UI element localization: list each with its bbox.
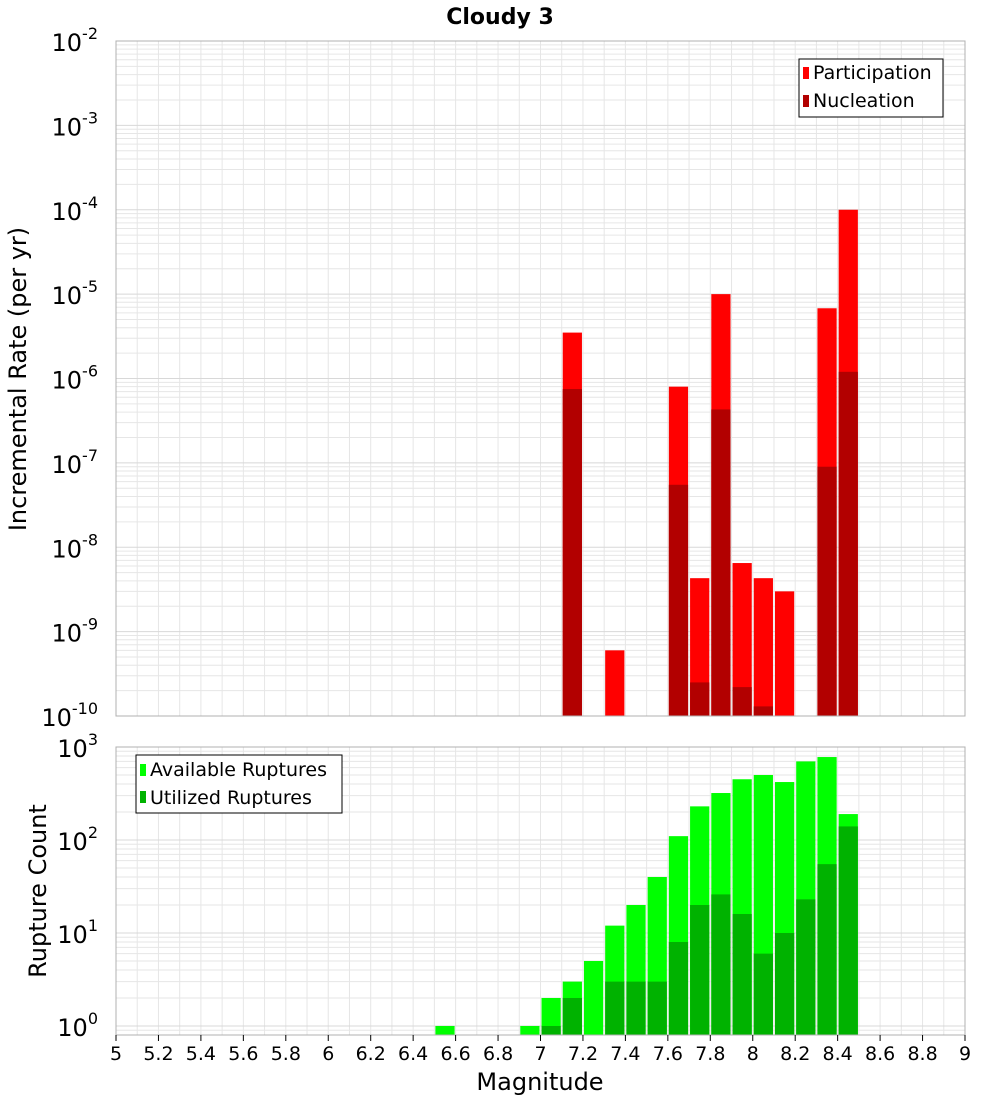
rate-a-bar bbox=[774, 591, 795, 716]
x-ticks: 5 5.2 5.4 5.6 5.8 6 6.2 6.4 6.6 6.8 7 7.2 7.4 7.6 7.8 8… bbox=[110, 1035, 971, 1065]
x-tick-label: 6 bbox=[322, 1043, 334, 1065]
count-a-bar bbox=[520, 1025, 540, 1035]
rate-b-bar bbox=[838, 371, 858, 716]
utilized-legend-label: Utilized Ruptures bbox=[150, 787, 312, 809]
bottom-y-axis-label: Rupture Count bbox=[24, 804, 52, 978]
count-b-bar bbox=[690, 904, 710, 1035]
count-b-bar bbox=[562, 997, 582, 1035]
bottom-legend-box bbox=[135, 754, 343, 814]
x-tick-label: 5.4 bbox=[186, 1043, 216, 1065]
count-b-bar bbox=[541, 1025, 561, 1035]
rate-b-bar bbox=[562, 389, 582, 716]
count-a-bar bbox=[583, 960, 604, 1035]
top-y-tick-label: 10-5 bbox=[52, 277, 99, 310]
rate-b-bar bbox=[817, 466, 837, 716]
count-b-bar bbox=[605, 981, 625, 1035]
top-y-tick-label: 10-8 bbox=[52, 530, 99, 563]
rate-b-bar bbox=[711, 409, 731, 716]
available-legend-label: Available Ruptures bbox=[150, 759, 327, 781]
count-b-bar bbox=[774, 932, 795, 1035]
x-tick-label: 8.8 bbox=[907, 1043, 937, 1065]
bottom-legend: Available Ruptures Utilized Ruptures bbox=[135, 754, 343, 814]
x-tick-label: 9 bbox=[959, 1043, 971, 1065]
top-grid bbox=[115, 40, 966, 717]
rate-a-bar bbox=[753, 578, 773, 716]
x-axis-label: Magnitude bbox=[476, 1068, 603, 1096]
x-tick-label: 5.8 bbox=[271, 1043, 301, 1065]
count-b-bar bbox=[732, 914, 752, 1035]
utilized-swatch bbox=[140, 791, 146, 803]
bottom-y-tick-label: 102 bbox=[57, 823, 98, 856]
x-tick-label: 7 bbox=[534, 1043, 546, 1065]
top-plot-border bbox=[115, 40, 966, 717]
x-tick-label: 8.4 bbox=[823, 1043, 853, 1065]
top-y-tick-label: 10-7 bbox=[52, 446, 99, 479]
bottom-y-ticks: 100 101 102 103 bbox=[57, 730, 98, 1042]
x-tick-label: 6.4 bbox=[398, 1043, 428, 1065]
x-tick-label: 8 bbox=[747, 1043, 759, 1065]
x-tick-label: 6.2 bbox=[356, 1043, 386, 1065]
top-y-tick-label: 10-3 bbox=[52, 108, 99, 141]
bottom-bars bbox=[435, 757, 858, 1035]
x-tick-label: 7.2 bbox=[568, 1043, 598, 1065]
participation-swatch bbox=[803, 67, 809, 79]
top-y-ticks: 10-10 10-9 10-8 10-7 10-6 10-5 10-4 10-3 10-2 bbox=[41, 24, 98, 732]
count-b-bar bbox=[647, 981, 667, 1035]
x-tick-label: 6.6 bbox=[440, 1043, 470, 1065]
x-tick-label: 5.6 bbox=[228, 1043, 258, 1065]
x-tick-label: 7.6 bbox=[653, 1043, 683, 1065]
count-a-bar bbox=[435, 1025, 455, 1035]
x-tick-label: 8.6 bbox=[865, 1043, 895, 1065]
x-tick-label: 5 bbox=[110, 1043, 122, 1065]
top-y-axis-label: Incremental Rate (per yr) bbox=[4, 227, 32, 531]
x-tick-label: 7.8 bbox=[695, 1043, 725, 1065]
count-b-bar bbox=[838, 826, 858, 1035]
count-b-bar bbox=[668, 942, 689, 1035]
count-b-bar bbox=[711, 894, 731, 1035]
count-a-bar bbox=[541, 997, 561, 1035]
bottom-y-tick-label: 103 bbox=[57, 730, 98, 763]
top-panel: 10-10 10-9 10-8 10-7 10-6 10-5 10-4 10-3 10-2 In… bbox=[4, 24, 966, 732]
bottom-y-tick-label: 100 bbox=[57, 1009, 98, 1042]
rate-b-bar bbox=[690, 682, 710, 716]
top-y-tick-label: 10-2 bbox=[52, 24, 99, 57]
x-tick-label: 7.4 bbox=[610, 1043, 640, 1065]
rate-a-bar bbox=[690, 578, 710, 716]
participation-legend-label: Participation bbox=[813, 62, 932, 84]
top-y-tick-label: 10-10 bbox=[41, 699, 98, 732]
rate-a-bar bbox=[605, 650, 625, 716]
bottom-y-tick-label: 101 bbox=[57, 916, 98, 949]
available-swatch bbox=[140, 764, 146, 776]
count-b-bar bbox=[753, 953, 773, 1035]
top-y-tick-label: 10-4 bbox=[52, 193, 99, 226]
top-y-tick-label: 10-6 bbox=[52, 362, 99, 395]
rate-b-bar bbox=[753, 706, 773, 716]
bottom-panel: 100 101 102 103 Rupture Count Available Rup… bbox=[24, 730, 971, 1065]
rate-a-bar bbox=[732, 563, 752, 716]
top-bars bbox=[562, 209, 858, 716]
count-b-bar bbox=[796, 899, 816, 1035]
top-legend-box bbox=[798, 58, 944, 118]
top-y-tick-label: 10-9 bbox=[52, 615, 99, 648]
nucleation-swatch bbox=[803, 95, 809, 107]
rate-b-bar bbox=[668, 484, 689, 716]
rate-b-bar bbox=[732, 687, 752, 716]
nucleation-legend-label: Nucleation bbox=[813, 90, 915, 112]
count-b-bar bbox=[817, 864, 837, 1035]
chart-title: Cloudy 3 bbox=[446, 5, 554, 30]
x-tick-label: 6.8 bbox=[483, 1043, 513, 1065]
x-tick-label: 5.2 bbox=[143, 1043, 173, 1065]
x-tick-label: 8.2 bbox=[780, 1043, 810, 1065]
top-legend: Participation Nucleation bbox=[798, 58, 944, 118]
count-b-bar bbox=[626, 981, 646, 1035]
